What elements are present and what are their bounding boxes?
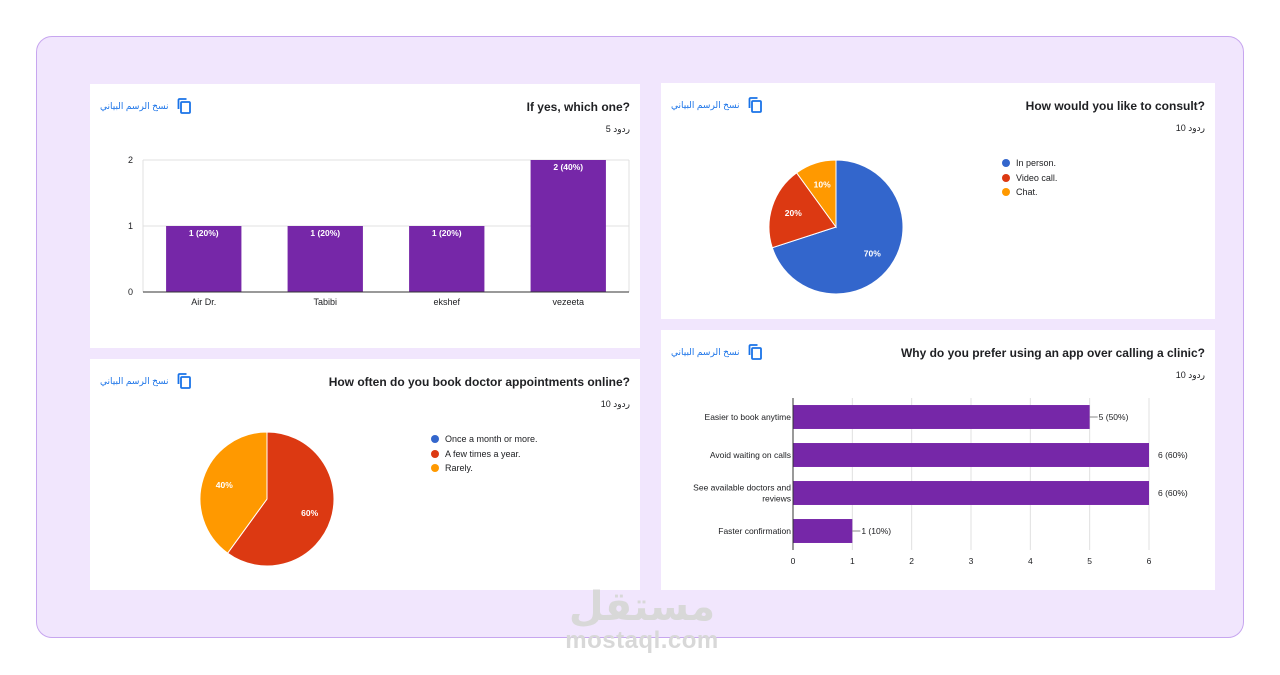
x-tick-label: 6	[1147, 556, 1152, 566]
legend-item: A few times a year.	[431, 447, 538, 462]
watermark: مستقل mostaql.com	[562, 586, 722, 654]
chart-card-which-app: نسخ الرسم البياني If yes, which one? 5 ر…	[90, 84, 640, 348]
legend-label: Once a month or more.	[445, 434, 538, 445]
pie-slice	[771, 159, 904, 295]
x-tick-label: Air Dr.	[191, 297, 216, 307]
response-count: 10 ردود	[600, 399, 630, 409]
bar-data-label: 6 (60%)	[1158, 488, 1188, 498]
legend-swatch	[1002, 188, 1010, 197]
x-tick-label: ekshef	[433, 297, 460, 307]
legend-swatch	[1002, 173, 1010, 182]
pie-chart: 70% 20% 10%	[768, 159, 904, 295]
bar	[166, 226, 242, 292]
copy-chart-label: نسخ الرسم البياني	[100, 375, 169, 386]
bar	[530, 160, 606, 292]
bar-data-label: 5 (50%)	[1099, 412, 1129, 422]
copy-icon	[748, 344, 762, 360]
y-tick-label: 1	[128, 221, 133, 231]
slice-label: 70%	[864, 248, 881, 258]
question-title: If yes, which one?	[526, 100, 630, 114]
legend-label: A few times a year.	[445, 448, 521, 459]
pie-chart: 60% 40%	[199, 431, 335, 567]
slice-label: 20%	[785, 208, 802, 218]
legend-label: Rarely.	[445, 463, 473, 474]
bar-data-label: 1 (20%)	[310, 228, 340, 238]
watermark-logo: مستقل	[568, 584, 716, 630]
bar-data-label: 1 (20%)	[189, 228, 219, 238]
legend-label: Video call.	[1016, 172, 1058, 183]
pie-slice	[226, 431, 335, 567]
copy-chart-label: نسخ الرسم البياني	[671, 99, 740, 110]
x-tick-label: 4	[1028, 556, 1033, 566]
horizontal-bar-chart: 0 1 2 3 4 5 6 5 (50%) Easier to book anytime 6 (6…	[693, 398, 1188, 566]
question-title: Why do you prefer using an app over call…	[900, 346, 1205, 360]
pie-slice	[795, 159, 837, 229]
y-tick-label: Faster confirmation	[718, 526, 791, 536]
y-tick-label: 2	[128, 155, 133, 165]
legend-item: Once a month or more.	[431, 432, 538, 447]
copy-chart-button[interactable]: نسخ الرسم البياني	[671, 344, 762, 360]
legend-item: Video call.	[1002, 171, 1057, 186]
bar-data-label: 1 (20%)	[432, 228, 462, 238]
x-tick-label: 0	[791, 556, 796, 566]
copy-icon	[748, 97, 762, 113]
y-tick-label: Easier to book anytime	[705, 412, 792, 422]
y-tick-label: reviews	[762, 494, 791, 504]
y-tick-label: 0	[128, 287, 133, 297]
slice-label: 10%	[814, 179, 831, 189]
legend-item: In person.	[1002, 156, 1057, 171]
y-tick-label: See available doctors and	[693, 483, 791, 493]
bar	[409, 226, 485, 292]
pie-slice	[768, 172, 837, 249]
response-count: 5 ردود	[605, 124, 630, 134]
copy-icon	[177, 98, 191, 114]
legend-label: In person.	[1016, 158, 1057, 169]
legend-swatch	[431, 435, 439, 444]
bar	[793, 405, 1090, 429]
chart-legend: Once a month or more. A few times a year.…	[431, 432, 538, 476]
bar-data-label: 6 (60%)	[1158, 450, 1188, 460]
question-title: How would you like to consult?	[1025, 99, 1205, 113]
bar	[793, 519, 853, 543]
bar	[793, 443, 1149, 467]
copy-icon	[177, 373, 191, 389]
pie-slice	[199, 431, 268, 554]
legend-item: Rarely.	[431, 461, 538, 476]
slice-label: 60%	[301, 508, 318, 518]
copy-chart-button[interactable]: نسخ الرسم البياني	[671, 97, 762, 113]
watermark-url: mostaql.com	[565, 627, 719, 654]
x-tick-label: 1	[850, 556, 855, 566]
copy-chart-button[interactable]: نسخ الرسم البياني	[100, 373, 191, 389]
copy-chart-button[interactable]: نسخ الرسم البياني	[100, 98, 191, 114]
legend-swatch	[431, 464, 439, 473]
response-count: 10 ردود	[1175, 370, 1205, 380]
chart-card-app-preference: نسخ الرسم البياني Why do you prefer usin…	[661, 330, 1215, 590]
slice-label: 40%	[216, 480, 233, 490]
x-tick-label: 5	[1087, 556, 1092, 566]
bar	[287, 226, 363, 292]
bar-data-label: 2 (40%)	[553, 162, 583, 172]
x-tick-label: Tabibi	[313, 297, 337, 307]
x-tick-label: vezeeta	[552, 297, 584, 307]
legend-swatch	[431, 449, 439, 458]
x-tick-label: 2	[909, 556, 914, 566]
bar-data-label: 1 (10%)	[861, 526, 891, 536]
question-title: How often do you book doctor appointment…	[328, 375, 630, 389]
legend-label: Chat.	[1016, 187, 1038, 198]
bar	[793, 481, 1149, 505]
x-tick-label: 3	[969, 556, 974, 566]
chart-card-booking-frequency: نسخ الرسم البياني How often do you book …	[90, 359, 640, 590]
copy-chart-label: نسخ الرسم البياني	[100, 100, 169, 111]
vertical-bar-chart: 0 1 2 1 (20%) Air Dr. 1 (20%) Tabibi 1 (20%) eks…	[128, 155, 630, 307]
legend-swatch	[1002, 159, 1010, 168]
chart-legend: In person. Video call. Chat.	[1002, 156, 1057, 200]
legend-item: Chat.	[1002, 185, 1057, 200]
copy-chart-label: نسخ الرسم البياني	[671, 346, 740, 357]
y-tick-label: Avoid waiting on calls	[710, 450, 791, 460]
response-count: 10 ردود	[1175, 123, 1205, 133]
chart-card-consult: نسخ الرسم البياني How would you like to …	[661, 83, 1215, 319]
